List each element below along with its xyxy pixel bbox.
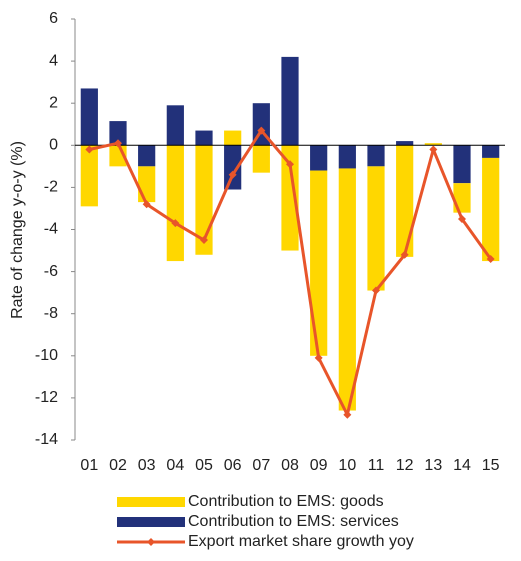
legend-marker: [147, 538, 155, 546]
y-tick-label: 6: [49, 10, 58, 27]
bar: [252, 145, 270, 173]
bar: [166, 145, 184, 262]
marker: [458, 214, 466, 223]
y-tick-label: -12: [35, 389, 58, 406]
x-tick-label: 12: [396, 457, 414, 474]
y-tick-label: -4: [44, 221, 58, 238]
bar: [80, 145, 98, 207]
legend-swatch: [117, 517, 185, 527]
y-tick-label: -6: [44, 263, 58, 280]
legend-label: Export market share growth yoy: [188, 533, 414, 550]
marker: [85, 145, 94, 154]
y-tick-label: -10: [35, 347, 58, 364]
x-tick-label: 10: [338, 457, 356, 474]
marker: [286, 160, 294, 169]
bar: [453, 145, 471, 184]
marker: [114, 139, 122, 148]
bar: [367, 166, 385, 291]
bar: [338, 145, 356, 169]
bar: [224, 130, 242, 146]
x-tick-label: 11: [368, 457, 385, 474]
y-tick-label: 2: [49, 94, 58, 111]
marker: [343, 410, 352, 419]
bar: [109, 121, 127, 146]
bar: [338, 168, 356, 411]
x-tick-label: 07: [252, 457, 270, 474]
marker: [429, 145, 438, 154]
x-tick-label: 02: [109, 457, 127, 474]
bar: [310, 170, 328, 356]
x-tick-label: 15: [482, 457, 500, 474]
bar: [396, 141, 414, 146]
y-tick-label: -14: [35, 431, 58, 448]
marker: [200, 236, 208, 245]
y-tick-label: -8: [44, 305, 58, 322]
marker: [400, 250, 409, 259]
bar: [482, 157, 500, 262]
y-tick-label: 4: [49, 52, 58, 69]
bar: [224, 145, 242, 190]
y-tick-label: 0: [49, 137, 58, 154]
x-tick-label: 03: [138, 457, 156, 474]
x-tick-label: 04: [166, 457, 184, 474]
marker: [257, 126, 266, 135]
bar: [424, 143, 442, 146]
x-tick-label: 06: [224, 457, 242, 474]
marker: [142, 200, 151, 209]
legend-label: Contribution to EMS: goods: [188, 493, 384, 510]
x-tick-label: 05: [195, 457, 213, 474]
x-tick-label: 09: [310, 457, 328, 474]
legend-label: Contribution to EMS: services: [188, 513, 399, 530]
marker: [171, 219, 180, 228]
marker: [372, 286, 380, 295]
marker: [314, 353, 323, 362]
legend-swatch: [117, 497, 185, 507]
x-tick-label: 14: [453, 457, 471, 474]
bar: [195, 130, 213, 146]
bar: [281, 56, 299, 146]
x-tick-label: 13: [424, 457, 442, 474]
bar: [367, 145, 385, 167]
bar: [138, 166, 156, 203]
bar: [396, 145, 414, 257]
bar: [281, 145, 299, 251]
marker: [228, 170, 237, 179]
x-tick-label: 01: [80, 457, 98, 474]
bar: [166, 105, 184, 146]
y-tick-label: -2: [44, 179, 58, 196]
bar: [80, 88, 98, 146]
bar: [482, 145, 500, 158]
bar: [138, 145, 156, 167]
x-tick-label: 08: [281, 457, 299, 474]
marker: [486, 254, 495, 263]
y-axis-title: Rate of change y-o-y (%): [9, 141, 26, 319]
bar: [310, 145, 328, 171]
